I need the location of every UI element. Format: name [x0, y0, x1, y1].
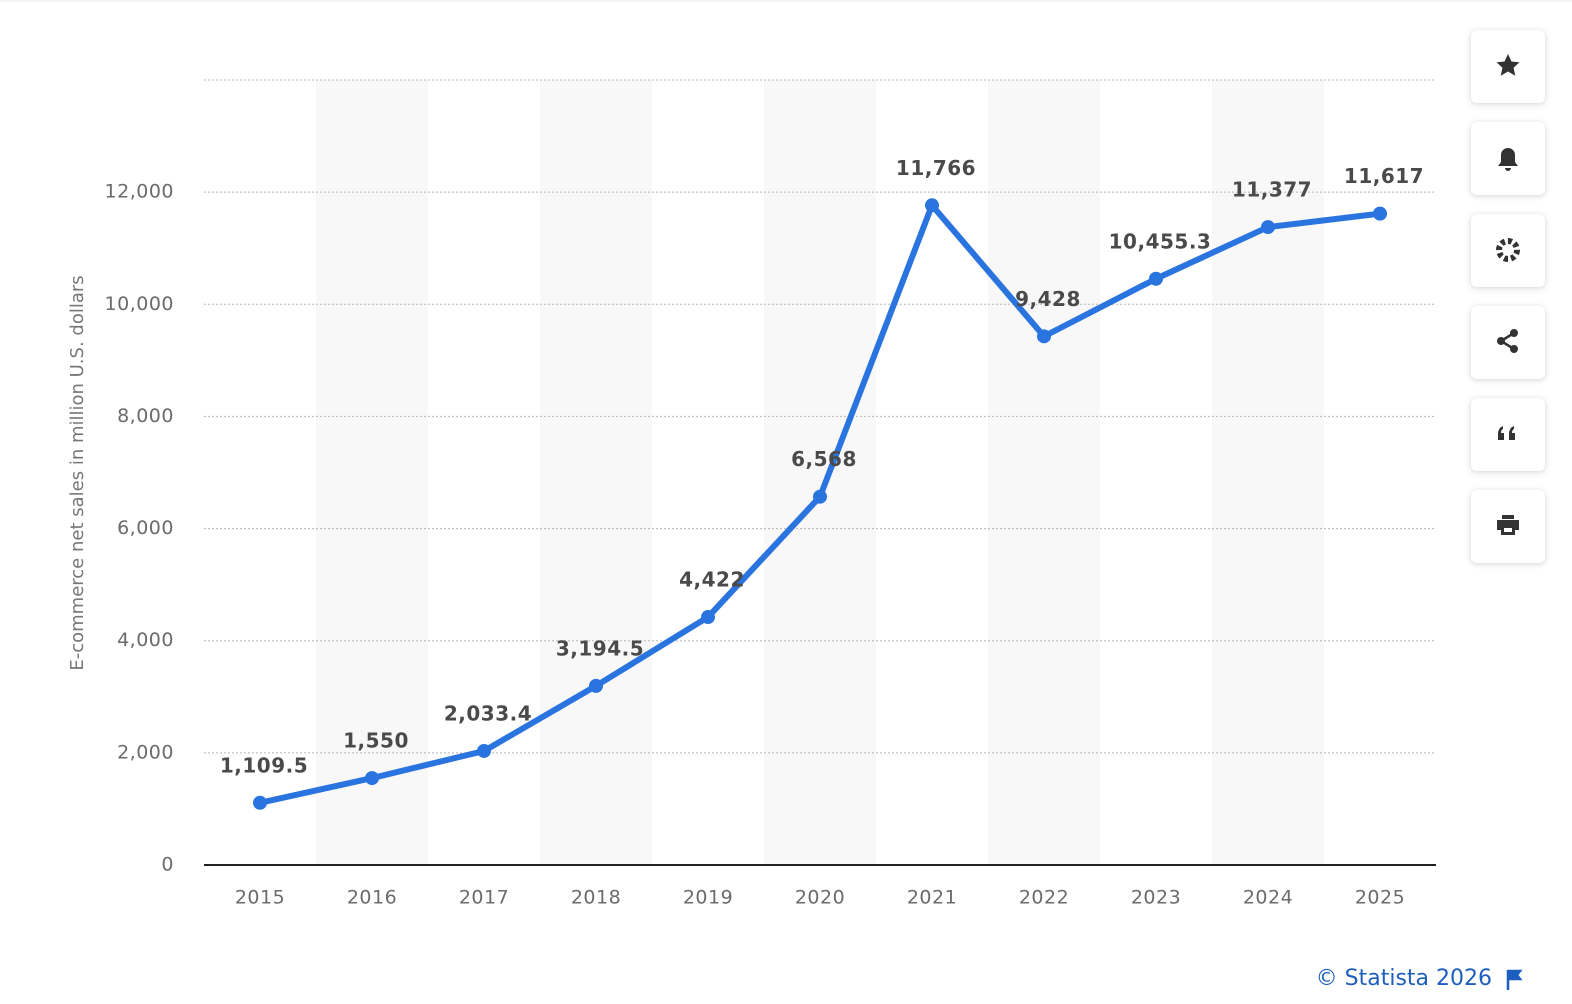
settings-button[interactable]: [1471, 214, 1545, 287]
y-tick-label: 8,000: [117, 405, 174, 427]
star-icon: [1496, 54, 1520, 76]
point: [365, 771, 379, 786]
band-shade: [1212, 80, 1324, 865]
flag-icon[interactable]: [1506, 969, 1523, 990]
gear-icon: [1496, 238, 1520, 262]
point: [477, 743, 491, 758]
x-tick-label: 2016: [347, 887, 397, 909]
point: [1261, 220, 1275, 235]
y-tick-label: 6,000: [117, 517, 174, 539]
share-dot: [1510, 345, 1518, 353]
band-shade: [540, 80, 652, 865]
value-label: 11,377: [1232, 178, 1312, 202]
x-tick-label: 2018: [571, 887, 621, 909]
y-tick-label: 4,000: [117, 629, 174, 651]
value-label: 1,550: [343, 729, 409, 753]
x-tick-label: 2015: [235, 887, 285, 909]
y-tick-label: 0: [161, 854, 174, 876]
point: [253, 795, 267, 810]
print-slot: [1504, 528, 1512, 532]
band-shade: [764, 80, 876, 865]
x-tick-label: 2021: [907, 887, 957, 909]
value-label: 11,617: [1344, 164, 1424, 188]
x-tick-label: 2020: [795, 887, 845, 909]
share-dot: [1510, 329, 1518, 337]
value-label: 11,766: [896, 156, 976, 180]
band-shade: [316, 80, 428, 865]
point: [813, 489, 827, 504]
point: [1373, 206, 1387, 221]
x-tick-label: 2022: [1019, 887, 1069, 909]
value-label: 1,109.5: [220, 753, 308, 777]
value-label: 2,033.4: [444, 701, 532, 725]
print-icon: [1497, 515, 1519, 535]
x-tick-label: 2019: [683, 887, 733, 909]
share-button[interactable]: [1471, 306, 1545, 379]
value-label: 3,194.5: [556, 636, 644, 660]
point: [701, 610, 715, 625]
x-tick-label: 2024: [1243, 887, 1293, 909]
value-label: 6,568: [791, 447, 857, 471]
value-label: 4,422: [679, 568, 745, 592]
value-label: 10,455.3: [1109, 229, 1212, 253]
value-label: 9,428: [1015, 287, 1081, 311]
point: [925, 198, 939, 213]
cite-button[interactable]: [1471, 398, 1545, 471]
toolbar: [1471, 30, 1545, 563]
bell-icon: [1498, 148, 1518, 171]
share-dot: [1497, 337, 1505, 345]
x-tick-label: 2025: [1355, 887, 1405, 909]
point: [1149, 271, 1163, 286]
quote-icon: [1498, 426, 1515, 440]
band-shade: [988, 80, 1100, 865]
x-tick-label: 2017: [459, 887, 509, 909]
x-tick-label: 2023: [1131, 887, 1181, 909]
y-tick-label: 2,000: [117, 741, 174, 763]
y-tick-label: 10,000: [105, 293, 174, 315]
point: [1037, 329, 1051, 344]
source[interactable]: © Statista 2026: [1316, 966, 1492, 991]
y-axis-label: E-commerce net sales in million U.S. dol…: [67, 275, 88, 670]
y-tick-label: 12,000: [105, 181, 174, 203]
point: [589, 678, 603, 693]
